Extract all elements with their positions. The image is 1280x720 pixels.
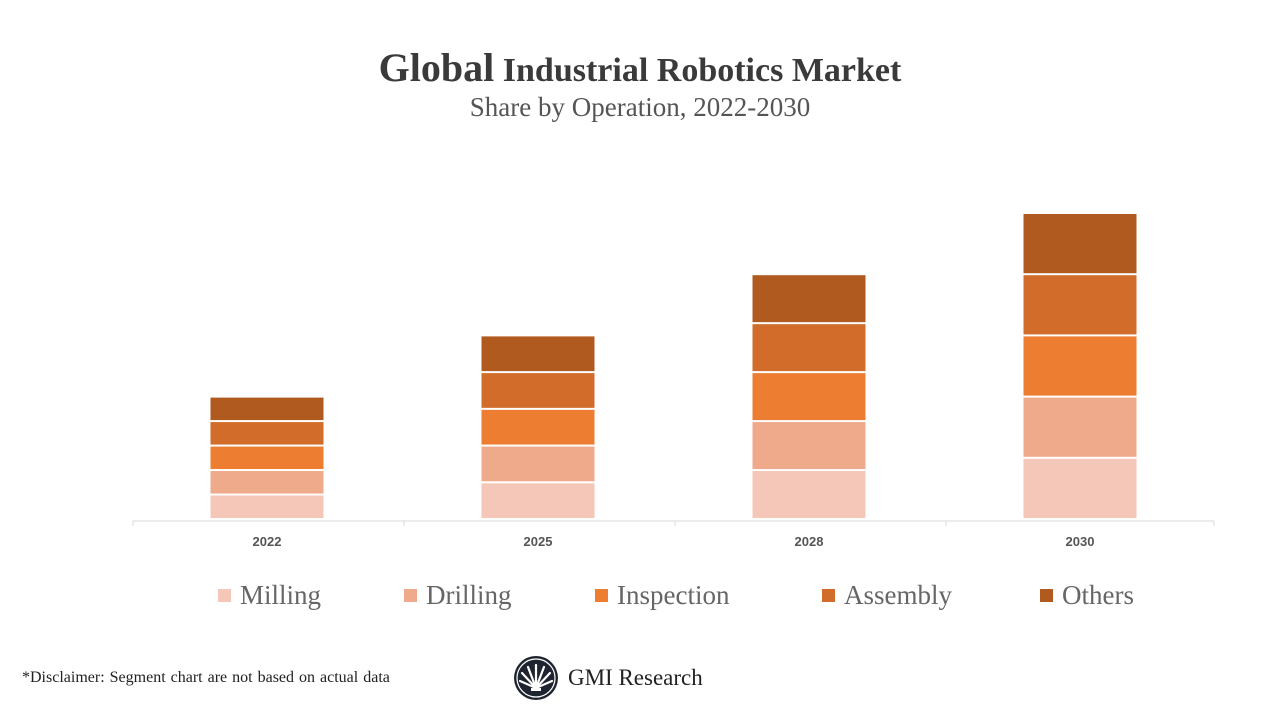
legend-label: Inspection xyxy=(617,580,730,610)
x-tick-label: 2030 xyxy=(1066,534,1095,549)
bar-others-2030 xyxy=(1023,214,1137,274)
bar-assembly-2025 xyxy=(481,373,595,408)
legend-item-drilling: Drilling xyxy=(404,580,512,611)
legend-item-assembly: Assembly xyxy=(822,580,952,611)
x-tick-label: 2028 xyxy=(795,534,824,549)
bar-inspection-2028 xyxy=(752,373,866,421)
legend-label: Drilling xyxy=(426,580,512,610)
bar-others-2028 xyxy=(752,275,866,323)
bar-drilling-2028 xyxy=(752,422,866,470)
legend-swatch xyxy=(822,589,835,602)
legend-item-milling: Milling xyxy=(218,580,321,611)
bar-milling-2025 xyxy=(481,483,595,518)
disclaimer: *Disclaimer: Segment chart are not based… xyxy=(22,669,390,686)
legend-swatch xyxy=(595,589,608,602)
bar-inspection-2030 xyxy=(1023,336,1137,396)
logo-text: GMI Research xyxy=(568,665,703,690)
bar-milling-2028 xyxy=(752,471,866,518)
legend-label: Assembly xyxy=(844,580,952,610)
bar-milling-2022 xyxy=(210,495,324,518)
legend-item-inspection: Inspection xyxy=(595,580,729,611)
bar-assembly-2028 xyxy=(752,324,866,372)
gmi-logo: GMI Research xyxy=(513,655,703,701)
legend-label: Others xyxy=(1062,580,1134,610)
bar-drilling-2022 xyxy=(210,471,324,494)
x-tick-label: 2025 xyxy=(524,534,553,549)
legend-item-others: Others xyxy=(1040,580,1134,611)
bar-inspection-2025 xyxy=(481,409,595,445)
bar-assembly-2022 xyxy=(210,422,324,445)
bar-inspection-2022 xyxy=(210,446,324,470)
chart-title: Global Industrial Robotics Market xyxy=(0,44,1280,91)
bar-others-2022 xyxy=(210,397,324,421)
legend-swatch xyxy=(1040,589,1053,602)
title-rest: Industrial Robotics Market xyxy=(502,52,902,89)
x-tick-label: 2022 xyxy=(253,534,282,549)
chart-subtitle: Share by Operation, 2022-2030 xyxy=(469,92,811,122)
bar-others-2025 xyxy=(481,336,595,372)
legend-swatch xyxy=(404,589,417,602)
gmi-fan-logo-icon xyxy=(514,656,558,700)
legend: Milling Drilling Inspection Assembly Others xyxy=(0,580,1280,616)
bar-milling-2030 xyxy=(1023,458,1137,518)
bar-drilling-2030 xyxy=(1023,397,1137,457)
legend-swatch xyxy=(218,589,231,602)
bar-assembly-2030 xyxy=(1023,275,1137,335)
legend-label: Milling xyxy=(240,580,322,610)
bar-drilling-2025 xyxy=(481,446,595,482)
title-first-word: Global xyxy=(378,45,495,90)
